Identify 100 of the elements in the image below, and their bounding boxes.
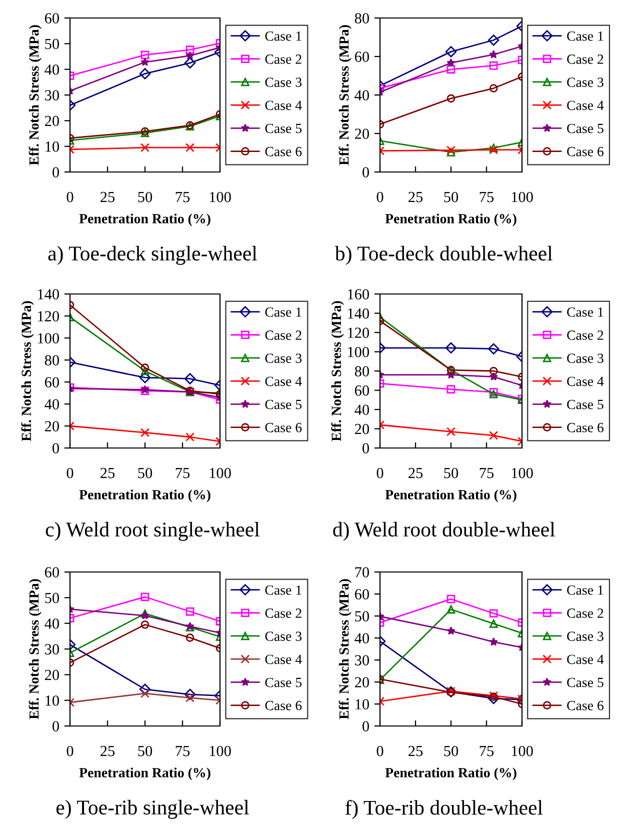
legend-label: Case 1 bbox=[265, 585, 302, 595]
text: a) Toe-deck single-wheel bbox=[48, 246, 258, 265]
x-tick-label: 50 bbox=[138, 468, 152, 478]
y-tick-label: 100 bbox=[38, 333, 59, 344]
y-tick-label: 60 bbox=[44, 13, 59, 24]
x-tick-label: 50 bbox=[444, 192, 458, 202]
y-tick-label: 40 bbox=[354, 90, 369, 100]
legend-label: Case 5 bbox=[265, 124, 302, 134]
y-tick-label: 30 bbox=[45, 644, 59, 654]
x-tick-label: 0 bbox=[376, 746, 384, 756]
legend-label: Case 4 bbox=[567, 654, 604, 664]
x-tick-label: 100 bbox=[512, 468, 533, 478]
legend-label: Case 6 bbox=[265, 422, 302, 432]
y-tick-label: 10 bbox=[46, 695, 59, 706]
legend-label: Case 2 bbox=[265, 330, 302, 340]
y-tick-label: 20 bbox=[44, 116, 59, 126]
y-tick-label: 40 bbox=[44, 64, 59, 75]
legend-label: Case 4 bbox=[265, 100, 302, 110]
y-axis-title: Eff. Notch Stress (MPa) bbox=[28, 25, 42, 166]
y-tick-label: 60 bbox=[354, 589, 369, 600]
x-tick-label: 100 bbox=[210, 746, 231, 756]
x-tick-label: 50 bbox=[138, 746, 152, 756]
y-axis-title: Eff. Notch Stress (MPa) bbox=[338, 579, 352, 720]
y-axis-title: Eff. Notch Stress (MPa) bbox=[21, 301, 34, 442]
legend-label: Case 5 bbox=[567, 400, 604, 410]
legend-label: Case 3 bbox=[265, 354, 302, 363]
y-tick-label: 60 bbox=[354, 52, 369, 62]
x-axis-title: Penetration Ratio (%) bbox=[385, 490, 516, 502]
y-tick-label: 0 bbox=[362, 443, 369, 454]
x-axis-title: Penetration Ratio (%) bbox=[79, 214, 210, 226]
y-tick-label: 80 bbox=[44, 355, 59, 366]
legend-label: Case 6 bbox=[265, 700, 302, 710]
y-tick-label: 10 bbox=[356, 699, 369, 710]
x-tick-label: 75 bbox=[480, 192, 494, 202]
x-tick-label: 50 bbox=[444, 468, 458, 478]
legend-label: Case 5 bbox=[567, 124, 604, 134]
x-tick-label: 50 bbox=[444, 746, 458, 756]
x-tick-label: 75 bbox=[480, 468, 494, 478]
y-axis-title: Eff. Notch Stress (MPa) bbox=[331, 301, 344, 442]
x-tick-label: 100 bbox=[512, 746, 533, 756]
y-tick-label: 20 bbox=[354, 128, 369, 139]
legend-label: Case 4 bbox=[567, 100, 604, 110]
y-tick-label: 60 bbox=[44, 377, 59, 388]
y-tick-label: 0 bbox=[52, 167, 59, 178]
legend-label: Case 4 bbox=[265, 376, 302, 386]
legend-label: Case 1 bbox=[567, 307, 604, 317]
legend-label: Case 3 bbox=[265, 632, 302, 641]
y-tick-label: 20 bbox=[44, 421, 59, 432]
x-tick-label: 100 bbox=[512, 192, 533, 202]
y-axis-title: Eff. Notch Stress (MPa) bbox=[338, 25, 352, 166]
y-tick-label: 20 bbox=[354, 677, 369, 688]
y-tick-label: 60 bbox=[44, 567, 59, 578]
x-tick-label: 75 bbox=[176, 746, 190, 756]
x-tick-label: 0 bbox=[66, 468, 74, 478]
legend-label: Case 2 bbox=[567, 608, 604, 618]
legend-label: Case 3 bbox=[265, 78, 302, 87]
y-tick-label: 40 bbox=[354, 633, 369, 644]
text: e) Toe-rib single-wheel bbox=[56, 800, 249, 819]
x-tick-label: 25 bbox=[408, 746, 423, 756]
text: f) Toe-rib double-wheel bbox=[345, 800, 543, 820]
y-tick-label: 40 bbox=[44, 399, 59, 410]
legend-label: Case 6 bbox=[265, 146, 302, 156]
x-axis-title: Penetration Ratio (%) bbox=[385, 214, 516, 226]
x-axis-title: Penetration Ratio (%) bbox=[79, 768, 210, 780]
y-tick-label: 60 bbox=[354, 385, 369, 396]
x-tick-label: 25 bbox=[100, 468, 115, 478]
y-tick-label: 140 bbox=[38, 289, 59, 300]
y-tick-label: 120 bbox=[348, 328, 369, 338]
y-tick-label: 0 bbox=[362, 721, 369, 732]
y-tick-label: 120 bbox=[38, 311, 59, 322]
y-tick-label: 50 bbox=[45, 38, 59, 50]
x-tick-label: 0 bbox=[66, 746, 74, 756]
y-tick-label: 10 bbox=[46, 141, 59, 152]
y-tick-label: 20 bbox=[354, 424, 369, 434]
y-tick-label: 30 bbox=[355, 655, 369, 666]
legend-label: Case 3 bbox=[567, 78, 604, 87]
x-tick-label: 75 bbox=[480, 746, 494, 756]
legend-label: Case 1 bbox=[567, 585, 604, 595]
legend-label: Case 6 bbox=[567, 700, 604, 710]
x-tick-label: 75 bbox=[176, 468, 190, 478]
y-tick-label: 80 bbox=[354, 366, 369, 376]
x-tick-label: 25 bbox=[100, 746, 115, 756]
legend-label: Case 3 bbox=[567, 354, 604, 363]
legend-label: Case 2 bbox=[567, 54, 604, 64]
text: c) Weld root single-wheel bbox=[46, 522, 260, 541]
y-tick-label: 40 bbox=[354, 404, 369, 415]
x-axis-title: Penetration Ratio (%) bbox=[385, 768, 516, 780]
x-tick-label: 75 bbox=[176, 192, 190, 202]
legend-label: Case 6 bbox=[567, 422, 604, 432]
text: d) Weld root double-wheel bbox=[333, 522, 555, 541]
y-tick-label: 140 bbox=[348, 308, 369, 319]
x-tick-label: 25 bbox=[408, 468, 423, 478]
y-tick-label: 160 bbox=[348, 289, 369, 300]
legend-label: Case 2 bbox=[567, 330, 604, 340]
x-tick-label: 25 bbox=[100, 192, 115, 202]
legend-label: Case 5 bbox=[567, 678, 604, 688]
legend-label: Case 2 bbox=[265, 608, 302, 618]
y-tick-label: 30 bbox=[45, 90, 59, 100]
legend-label: Case 1 bbox=[567, 31, 604, 41]
y-tick-label: 40 bbox=[44, 618, 59, 629]
